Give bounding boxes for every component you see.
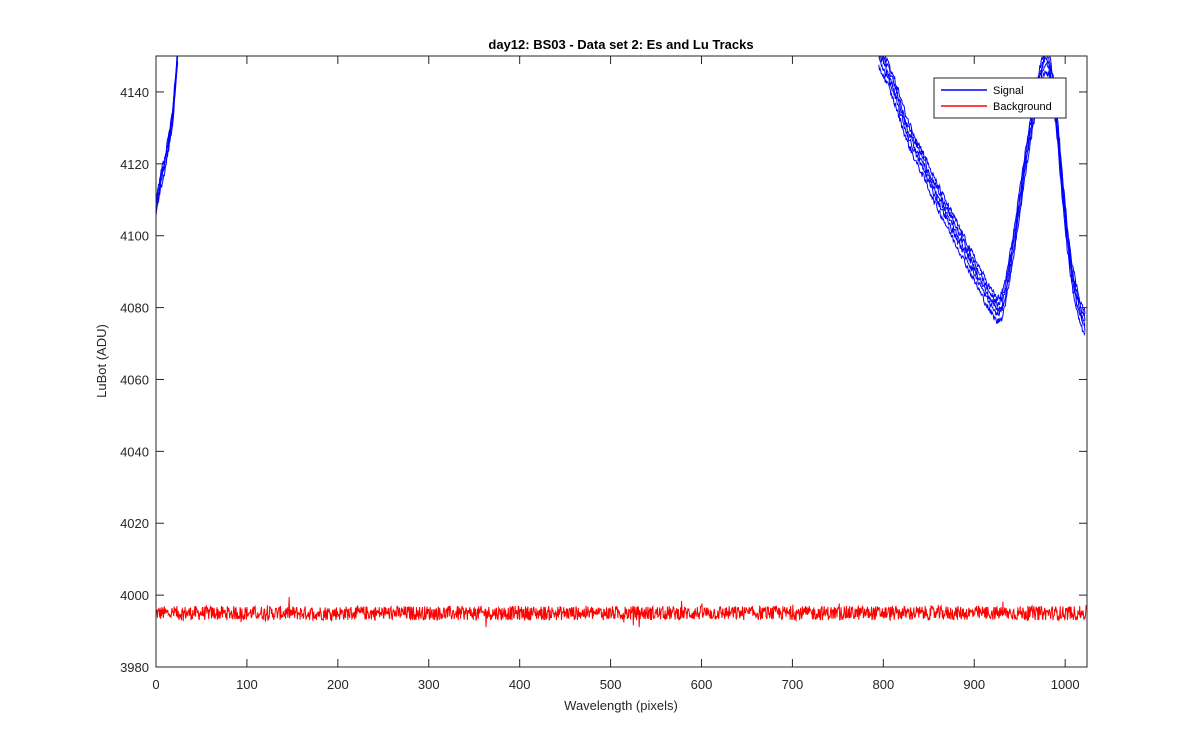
x-tick-label: 700 bbox=[782, 677, 804, 692]
x-tick-label: 500 bbox=[600, 677, 622, 692]
series-signal-line bbox=[884, 56, 1086, 314]
series-signal-line bbox=[878, 56, 1086, 326]
y-tick-label: 4040 bbox=[120, 444, 149, 459]
y-axis: 3980 4000 4020 4040 4060 4080 4100 4120 4140 bbox=[120, 85, 1087, 675]
x-axis: 0 100 200 300 400 500 600 700 800 900 1000 bbox=[152, 56, 1080, 692]
y-tick-label: 4100 bbox=[120, 229, 149, 244]
x-tick-label: 900 bbox=[963, 677, 985, 692]
data-layer bbox=[156, 56, 1087, 628]
plot-background bbox=[156, 56, 1087, 667]
legend-box bbox=[933, 77, 1067, 119]
y-tick-label: 4000 bbox=[120, 588, 149, 603]
chart-title: day12: BS03 - Data set 2: Es and Lu Trac… bbox=[488, 37, 753, 52]
x-tick-label: 300 bbox=[418, 677, 440, 692]
x-axis-label: Wavelength (pixels) bbox=[564, 698, 678, 713]
legend-label-signal: Signal bbox=[993, 85, 1024, 97]
y-tick-label: 3980 bbox=[120, 660, 149, 675]
legend: Signal Background bbox=[933, 77, 1067, 119]
y-tick-label: 4140 bbox=[120, 85, 149, 100]
y-tick-label: 4060 bbox=[120, 372, 149, 387]
y-tick-label: 4120 bbox=[120, 157, 149, 172]
x-tick-label: 800 bbox=[872, 677, 894, 692]
x-tick-label: 200 bbox=[327, 677, 349, 692]
x-tick-label: 1000 bbox=[1051, 677, 1080, 692]
y-tick-label: 4020 bbox=[120, 516, 149, 531]
axes-box bbox=[155, 55, 1088, 668]
y-axis-label: LuBot (ADU) bbox=[94, 324, 109, 398]
y-tick-label: 4080 bbox=[120, 301, 149, 316]
series-signal-line bbox=[156, 56, 178, 198]
x-tick-label: 0 bbox=[152, 677, 159, 692]
series-background-line bbox=[156, 597, 1087, 628]
series-signal-line bbox=[881, 56, 1086, 321]
x-tick-label: 400 bbox=[509, 677, 531, 692]
x-tick-label: 600 bbox=[691, 677, 713, 692]
x-tick-label: 100 bbox=[236, 677, 258, 692]
legend-label-background: Background bbox=[993, 101, 1052, 113]
